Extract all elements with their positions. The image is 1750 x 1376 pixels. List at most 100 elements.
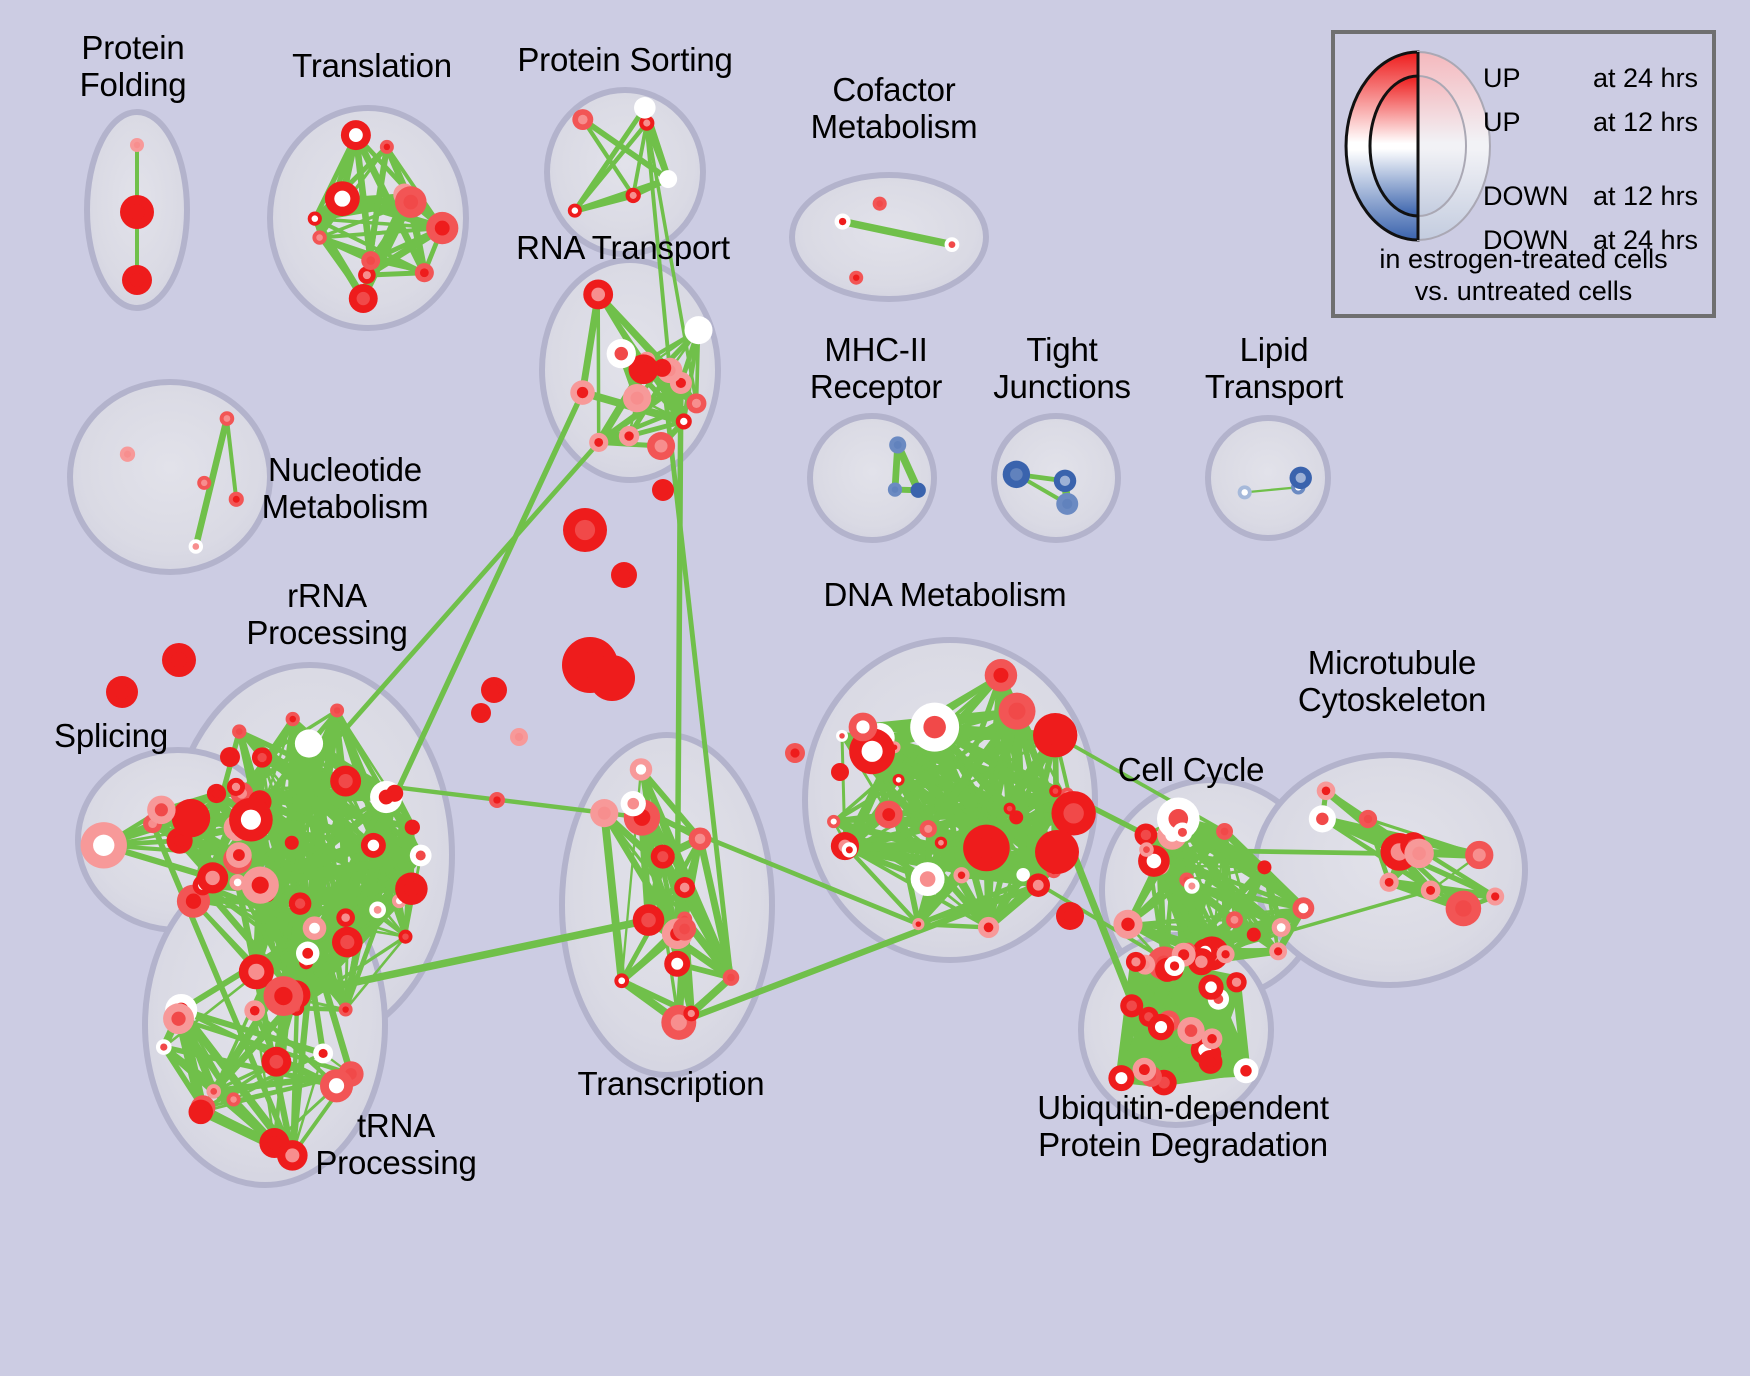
network-node[interactable] [910, 862, 945, 897]
network-node[interactable] [664, 950, 691, 977]
network-node[interactable] [226, 842, 252, 868]
network-node[interactable] [313, 1043, 334, 1064]
network-node[interactable] [1184, 878, 1200, 894]
network-node[interactable] [1358, 809, 1378, 829]
network-node[interactable] [338, 1002, 353, 1017]
network-node[interactable] [288, 892, 312, 915]
network-node[interactable] [130, 138, 144, 152]
network-node[interactable] [674, 877, 696, 898]
network-node[interactable] [395, 872, 428, 906]
network-node[interactable] [625, 187, 641, 204]
network-node[interactable] [481, 677, 507, 703]
network-node[interactable] [1177, 1016, 1205, 1045]
network-node[interactable] [232, 724, 247, 739]
network-node[interactable] [688, 827, 712, 851]
network-node[interactable] [887, 482, 903, 497]
network-node[interactable] [874, 800, 903, 829]
network-node[interactable] [162, 643, 196, 677]
network-node[interactable] [919, 820, 937, 838]
network-node[interactable] [330, 765, 362, 797]
network-node[interactable] [953, 867, 970, 884]
network-node[interactable] [1125, 951, 1146, 972]
network-node[interactable] [934, 836, 948, 849]
network-node[interactable] [632, 904, 665, 936]
network-node[interactable] [1269, 942, 1288, 961]
network-node[interactable] [841, 842, 857, 858]
network-node[interactable] [1033, 713, 1078, 758]
network-node[interactable] [263, 976, 304, 1016]
network-node[interactable] [244, 1000, 266, 1022]
network-node[interactable] [1056, 492, 1079, 515]
network-node[interactable] [1379, 872, 1399, 892]
network-node[interactable] [1198, 1049, 1223, 1074]
network-node[interactable] [639, 115, 655, 131]
network-node[interactable] [614, 973, 630, 989]
network-node[interactable] [284, 835, 299, 850]
network-node[interactable] [171, 798, 211, 838]
network-node[interactable] [1120, 994, 1144, 1018]
network-node[interactable] [659, 170, 678, 189]
network-node[interactable] [1051, 791, 1096, 836]
network-node[interactable] [471, 703, 491, 723]
network-node[interactable] [1147, 1013, 1175, 1041]
network-node[interactable] [849, 270, 864, 285]
network-node[interactable] [319, 1069, 354, 1103]
network-node[interactable] [785, 743, 805, 763]
network-node[interactable] [369, 901, 386, 919]
network-node[interactable] [331, 926, 363, 958]
network-node[interactable] [848, 712, 878, 742]
network-node[interactable] [147, 795, 176, 825]
network-node[interactable] [307, 211, 322, 226]
network-node[interactable] [1113, 909, 1143, 939]
network-node[interactable] [122, 265, 152, 295]
network-node[interactable] [872, 196, 887, 211]
network-node[interactable] [312, 230, 327, 245]
network-node[interactable] [722, 969, 740, 986]
network-node[interactable] [1316, 781, 1336, 801]
network-node[interactable] [302, 916, 327, 940]
network-node[interactable] [1201, 1028, 1223, 1050]
network-node[interactable] [1246, 927, 1261, 942]
network-node[interactable] [1016, 868, 1030, 882]
network-node[interactable] [1237, 485, 1252, 500]
network-node[interactable] [1233, 1058, 1259, 1084]
network-node[interactable] [628, 354, 659, 385]
network-node[interactable] [1056, 902, 1084, 930]
network-node[interactable] [1053, 469, 1077, 493]
network-node[interactable] [563, 508, 607, 552]
network-node[interactable] [583, 279, 614, 310]
network-node[interactable] [206, 783, 227, 804]
network-node[interactable] [1292, 897, 1315, 920]
network-node[interactable] [1225, 911, 1243, 929]
network-node[interactable] [1465, 840, 1494, 870]
network-node[interactable] [510, 728, 528, 746]
network-node[interactable] [386, 784, 404, 802]
network-node[interactable] [672, 917, 697, 941]
network-node[interactable] [1289, 466, 1312, 490]
network-node[interactable] [261, 1046, 292, 1077]
network-node[interactable] [834, 213, 851, 230]
network-node[interactable] [634, 96, 656, 119]
network-node[interactable] [606, 338, 636, 369]
network-node[interactable] [360, 832, 386, 858]
network-node[interactable] [1134, 823, 1158, 847]
network-node[interactable] [163, 1003, 194, 1035]
network-node[interactable] [394, 186, 427, 218]
network-node[interactable] [426, 211, 459, 245]
network-node[interactable] [572, 109, 594, 131]
network-node[interactable] [1216, 823, 1234, 840]
network-node[interactable] [294, 729, 324, 758]
network-node[interactable] [622, 383, 652, 413]
network-node[interactable] [963, 824, 1010, 872]
network-node[interactable] [489, 792, 505, 808]
network-node[interactable] [414, 263, 434, 283]
network-node[interactable] [197, 475, 212, 490]
network-node[interactable] [259, 1127, 290, 1159]
network-node[interactable] [324, 181, 360, 217]
network-node[interactable] [238, 954, 274, 990]
network-node[interactable] [285, 711, 300, 727]
network-node[interactable] [1035, 830, 1079, 874]
network-node[interactable] [611, 562, 637, 588]
network-node[interactable] [831, 763, 849, 781]
network-node[interactable] [629, 758, 653, 781]
